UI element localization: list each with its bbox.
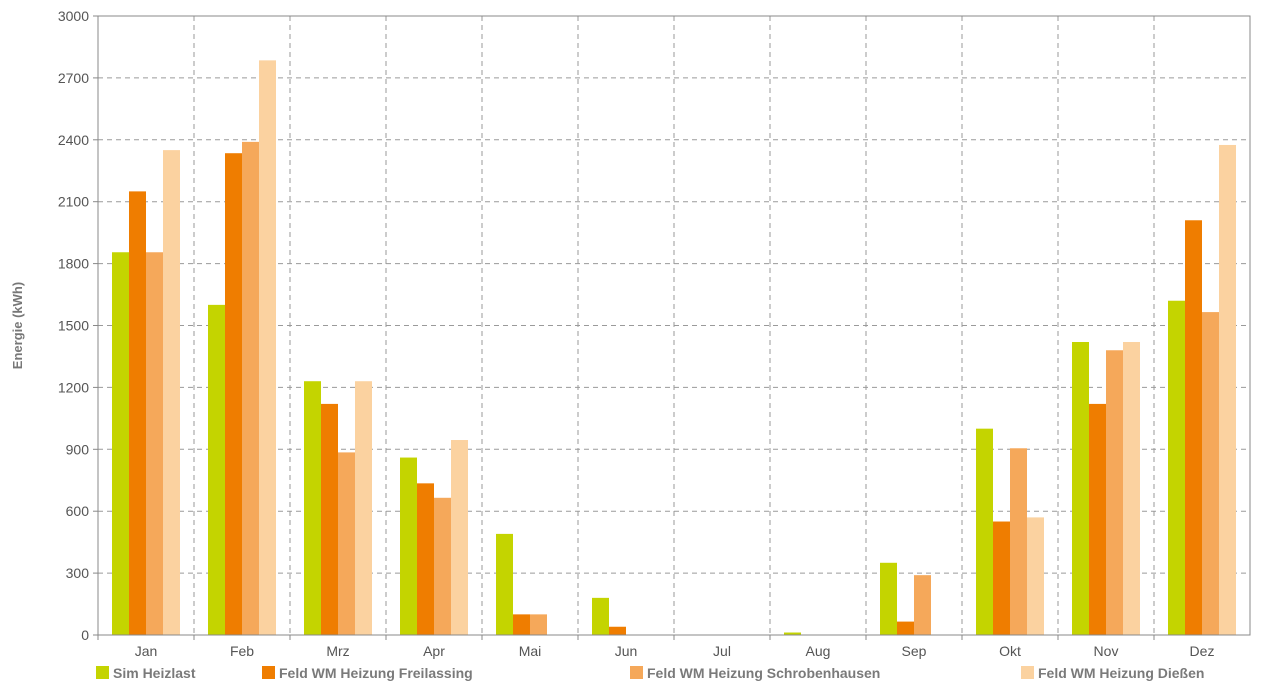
bar xyxy=(1168,300,1185,635)
bar xyxy=(338,452,355,635)
x-tick-label: Mrz xyxy=(326,643,349,659)
y-tick-label: 900 xyxy=(66,441,90,457)
bar xyxy=(321,403,338,635)
bar xyxy=(914,575,931,635)
axes xyxy=(93,15,1251,640)
x-tick-labels: Jan Feb Mrz Apr Mai Jun Jul Aug Sep Okt Nov Dez xyxy=(135,643,1215,659)
x-tick-label: Aug xyxy=(806,643,831,659)
plot-frame xyxy=(97,15,1251,636)
y-tick-label: 2100 xyxy=(58,194,89,210)
legend-swatch xyxy=(262,666,275,679)
y-tick-label: 1500 xyxy=(58,318,89,334)
legend-label: Feld WM Heizung Schrobenhausen xyxy=(647,665,880,681)
bar xyxy=(1185,220,1202,635)
bar xyxy=(496,533,513,635)
bar xyxy=(1219,144,1236,636)
bar xyxy=(784,632,801,635)
bar xyxy=(1010,448,1027,635)
y-tick-label: 1800 xyxy=(58,256,89,272)
bar xyxy=(163,150,180,635)
bar xyxy=(417,483,434,635)
bars xyxy=(112,60,1236,636)
x-tick-label: Feb xyxy=(230,643,254,659)
y-tick-label: 0 xyxy=(81,627,89,643)
bar xyxy=(1123,342,1140,635)
x-tick-label: Jul xyxy=(713,643,731,659)
legend-label: Feld WM Heizung Freilassing xyxy=(279,665,473,681)
legend-swatch xyxy=(1021,666,1034,679)
x-tick-label: Mai xyxy=(519,643,542,659)
bar xyxy=(530,614,547,635)
x-tick-label: Apr xyxy=(423,643,445,659)
legend-label: Sim Heizlast xyxy=(113,665,196,681)
legend-swatch xyxy=(630,666,643,679)
bar xyxy=(513,614,530,635)
legend-swatch xyxy=(96,666,109,679)
y-tick-label: 300 xyxy=(66,565,90,581)
bar xyxy=(242,141,259,635)
bar xyxy=(225,153,242,635)
bar xyxy=(259,60,276,635)
bar xyxy=(1027,517,1044,635)
legend-label: Feld WM Heizung Dießen xyxy=(1038,665,1204,681)
y-tick-label: 2700 xyxy=(58,70,89,86)
y-tick-label: 3000 xyxy=(58,8,89,24)
y-tick-label: 600 xyxy=(66,503,90,519)
bar xyxy=(1106,350,1123,635)
x-tick-label: Okt xyxy=(999,643,1021,659)
y-axis-label: Energie (kWh) xyxy=(10,282,25,369)
bar xyxy=(976,428,993,635)
bar xyxy=(129,191,146,635)
bar xyxy=(355,381,372,635)
x-tick-label: Nov xyxy=(1094,643,1119,659)
x-tick-label: Dez xyxy=(1190,643,1215,659)
bar xyxy=(609,626,626,635)
bar xyxy=(592,597,609,635)
bar xyxy=(146,252,163,636)
bar xyxy=(1089,403,1106,635)
bar xyxy=(1072,342,1089,635)
grid-lines xyxy=(98,15,1250,635)
y-tick-label: 2400 xyxy=(58,132,89,148)
bar xyxy=(112,252,129,636)
bar xyxy=(208,304,225,635)
x-tick-label: Jun xyxy=(615,643,638,659)
bar xyxy=(880,562,897,635)
bar xyxy=(1202,312,1219,635)
x-tick-label: Sep xyxy=(902,643,927,659)
y-tick-labels: 0 300 600 900 1200 1500 1800 2100 2400 2700 3000 xyxy=(58,8,89,643)
bar xyxy=(993,521,1010,635)
bar xyxy=(400,457,417,635)
bar xyxy=(434,497,451,635)
x-tick-label: Jan xyxy=(135,643,158,659)
legend: Sim Heizlast Feld WM Heizung Freilassing F… xyxy=(96,665,1204,681)
bar xyxy=(451,440,468,635)
y-tick-label: 1200 xyxy=(58,379,89,395)
bar xyxy=(304,381,321,635)
bar xyxy=(897,621,914,635)
